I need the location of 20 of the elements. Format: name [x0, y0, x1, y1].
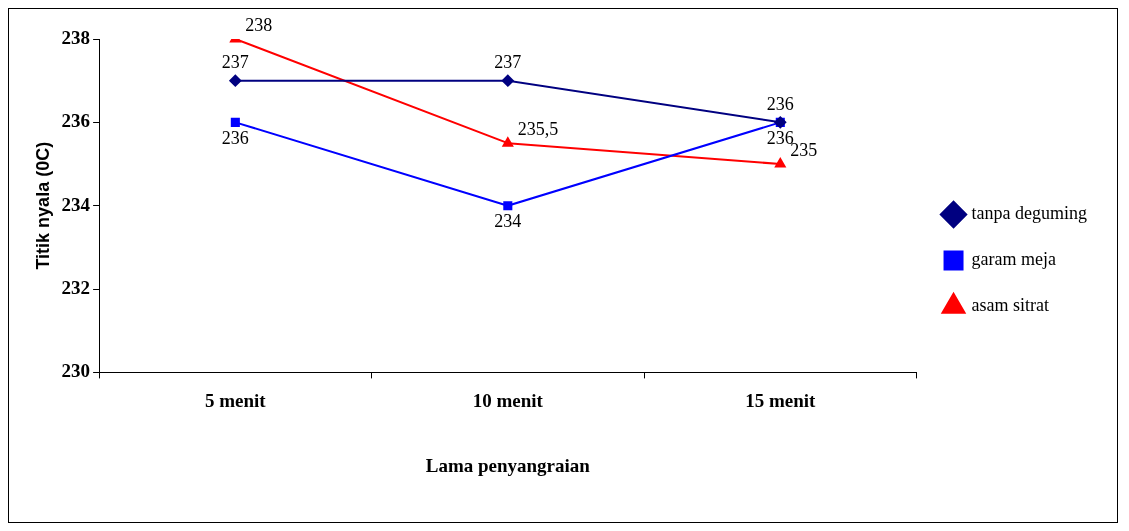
y-tick-label: 236 [61, 110, 91, 132]
data-label: 237 [221, 52, 249, 73]
x-axis-title: Lama penyangraian [425, 454, 591, 476]
legend-label: tanpa deguming [971, 203, 1088, 224]
y-tick-label: 238 [61, 26, 91, 48]
x-tick-label: 10 menit [472, 389, 544, 411]
legend-label: garam meja [971, 249, 1056, 270]
x-tick-label: 15 menit [745, 389, 817, 411]
data-label: 237 [494, 52, 522, 73]
x-tick-label: 5 menit [204, 389, 267, 411]
data-label: 238 [245, 14, 273, 35]
y-tick-label: 230 [61, 360, 91, 382]
y-axis-title: Titik nyala (0C) [32, 141, 53, 270]
data-label: 236 [766, 94, 794, 115]
y-tick-label: 232 [61, 276, 91, 298]
data-label: 236 [221, 128, 249, 149]
legend-label: asam sitrat [971, 295, 1050, 316]
data-label: 234 [494, 211, 522, 232]
data-label: 235,5 [517, 118, 559, 139]
y-tick-label: 234 [61, 193, 91, 215]
